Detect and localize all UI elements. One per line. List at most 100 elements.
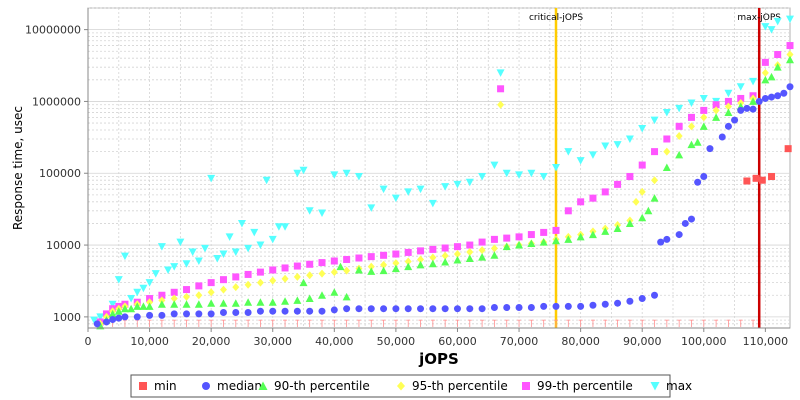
data-point — [453, 305, 461, 313]
data-point — [318, 269, 326, 278]
data-point — [515, 233, 523, 241]
data-point — [625, 219, 634, 227]
data-point — [108, 309, 117, 318]
data-point — [743, 104, 751, 112]
data-point — [614, 299, 622, 307]
data-point — [219, 276, 227, 284]
data-point — [139, 302, 148, 310]
data-point — [657, 238, 665, 246]
data-point — [380, 251, 388, 259]
data-point — [207, 279, 215, 287]
data-point — [614, 180, 622, 188]
data-point — [306, 307, 314, 315]
data-point — [700, 173, 708, 181]
data-point — [269, 276, 277, 285]
data-point — [687, 140, 696, 149]
data-point — [115, 314, 123, 322]
data-point — [589, 301, 597, 309]
data-point — [379, 266, 388, 275]
data-point — [712, 101, 720, 109]
data-point — [164, 266, 173, 274]
data-point — [626, 173, 634, 181]
data-point — [367, 253, 375, 261]
data-point — [194, 300, 203, 308]
data-point — [133, 313, 141, 321]
data-point — [429, 253, 437, 262]
data-point — [428, 199, 437, 208]
data-point — [626, 297, 634, 305]
data-point — [96, 313, 105, 321]
legend-label: median — [217, 379, 262, 393]
data-point — [465, 254, 474, 262]
x-tick-label: 50,000 — [377, 335, 416, 348]
data-point — [232, 283, 240, 292]
data-point — [145, 302, 154, 310]
data-point — [417, 255, 425, 264]
data-point — [515, 241, 524, 249]
data-point — [90, 316, 99, 325]
data-point — [299, 278, 308, 287]
data-point — [490, 304, 498, 312]
data-point — [367, 305, 375, 313]
marker-label: critical-jOPS — [529, 13, 583, 23]
data-point — [417, 247, 425, 255]
data-point — [564, 207, 572, 215]
y-axis: 1000 10000 100000 1000000 10000000 — [25, 8, 89, 328]
data-point — [724, 122, 732, 130]
data-point — [293, 169, 302, 178]
data-point — [675, 132, 683, 141]
data-point — [157, 300, 166, 308]
data-point — [780, 89, 788, 97]
data-point — [724, 108, 733, 117]
data-point — [195, 282, 203, 290]
data-point — [576, 232, 585, 241]
data-point — [231, 248, 240, 257]
data-point — [453, 243, 461, 251]
data-point — [281, 264, 289, 272]
legend-label: 99-th percentile — [537, 379, 633, 393]
data-point — [133, 288, 142, 297]
data-point — [515, 304, 523, 312]
data-point — [158, 311, 166, 319]
data-point — [219, 285, 227, 294]
data-point — [151, 270, 160, 278]
data-point — [693, 138, 702, 146]
data-point — [700, 106, 708, 114]
x-tick-label: 20,000 — [192, 335, 231, 348]
data-point — [638, 161, 646, 169]
data-point — [540, 302, 548, 310]
data-point — [687, 113, 695, 121]
data-point — [638, 295, 646, 303]
data-point — [225, 233, 234, 241]
data-point — [158, 291, 166, 299]
data-point — [515, 171, 524, 179]
data-point — [207, 299, 216, 307]
legend-swatch — [397, 381, 405, 391]
data-point — [773, 63, 782, 71]
y-tick-label: 1000000 — [32, 95, 81, 108]
legend-item: 90-th percentile — [258, 379, 370, 393]
data-point — [244, 280, 252, 289]
data-point — [342, 169, 351, 178]
data-point — [108, 300, 117, 309]
data-point — [773, 17, 782, 26]
data-point — [330, 306, 338, 314]
data-point — [183, 286, 191, 294]
data-point — [786, 55, 794, 64]
data-point — [293, 272, 301, 281]
data-point — [207, 288, 215, 297]
data-point — [724, 102, 732, 111]
data-point — [429, 305, 437, 313]
data-point — [503, 304, 511, 312]
data-point — [453, 180, 462, 189]
legend-item: 95-th percentile — [397, 379, 508, 393]
data-point — [355, 305, 363, 313]
data-point — [343, 266, 351, 275]
data-point — [201, 244, 209, 253]
data-point — [354, 173, 363, 181]
data-point — [774, 92, 782, 100]
data-point — [786, 83, 794, 91]
data-point — [343, 305, 351, 313]
data-point — [170, 263, 179, 271]
